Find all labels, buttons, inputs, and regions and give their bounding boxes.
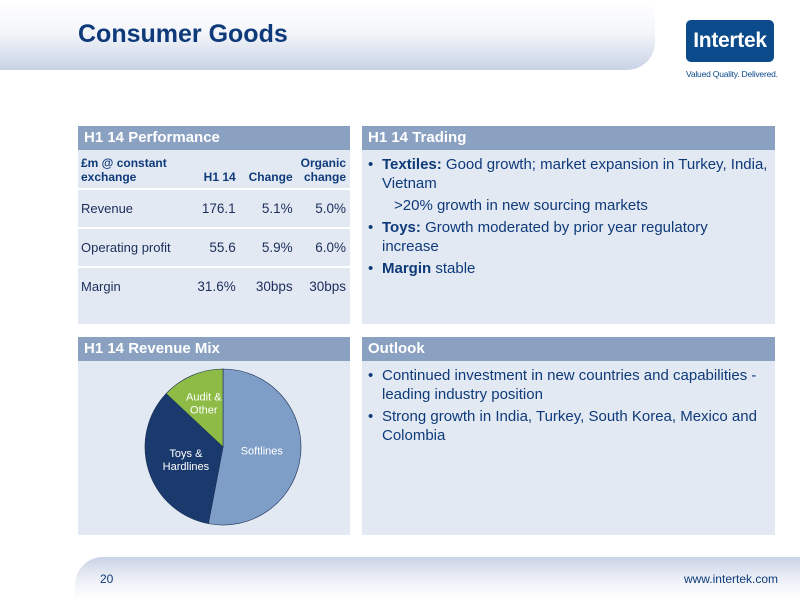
pie-label-toys-hardlines: Toys & Hardlines bbox=[163, 448, 210, 473]
outlook-panel: Outlook • Continued investment in new co… bbox=[362, 337, 775, 535]
column-header: Organic change bbox=[296, 150, 350, 190]
outlook-heading: Outlook bbox=[362, 337, 775, 361]
revenue-mix-panel: H1 14 Revenue Mix Softlines Toys & Hardlin… bbox=[78, 337, 350, 535]
performance-table: £m @ constant exchange H1 14 Change Orga… bbox=[78, 150, 350, 305]
footer-band bbox=[75, 557, 800, 600]
pie-slice-audit-other bbox=[165, 368, 224, 448]
intertek-logo: Intertek bbox=[686, 20, 774, 62]
bullet-text: Continued investment in new countries an… bbox=[382, 367, 757, 403]
bullet-text: Growth moderated by prior year regulator… bbox=[382, 219, 708, 255]
header-band bbox=[0, 0, 655, 70]
column-header: H1 14 bbox=[183, 150, 240, 190]
bullet-icon: • bbox=[368, 367, 374, 384]
column-header: Change bbox=[239, 150, 297, 190]
cell-h1: 176.1 bbox=[183, 189, 240, 229]
bullet-icon: • bbox=[368, 408, 374, 425]
revenue-mix-pie-chart: Softlines Toys & Hardlines Audit & Other bbox=[144, 368, 302, 526]
table-row: Operating profit 55.6 5.9% 6.0% bbox=[78, 228, 350, 268]
bullet-strong: Margin bbox=[382, 260, 432, 277]
performance-panel: H1 14 Performance £m @ constant exchange… bbox=[78, 126, 350, 324]
outlook-bullets: • Continued investment in new countries … bbox=[368, 366, 768, 448]
pie-slice-toys-hardlines bbox=[144, 393, 224, 524]
logo-tagline: Valued Quality. Delivered. bbox=[686, 69, 778, 79]
trading-heading: H1 14 Trading bbox=[362, 126, 775, 150]
revenue-mix-heading: H1 14 Revenue Mix bbox=[78, 337, 350, 361]
cell-change: 30bps bbox=[255, 279, 293, 294]
cell-organic: 30bps bbox=[309, 279, 346, 294]
bullet-text: Good growth; market expansion in Turkey,… bbox=[382, 156, 768, 192]
cell-change: 5.9% bbox=[239, 228, 297, 268]
bullet-icon: • bbox=[368, 156, 374, 173]
page-title: Consumer Goods bbox=[78, 20, 288, 48]
pie-label-audit-other: Audit & Other bbox=[186, 392, 222, 417]
bullet-icon: • bbox=[368, 260, 374, 277]
list-item: • Continued investment in new countries … bbox=[368, 366, 768, 404]
bullet-text: stable bbox=[431, 260, 476, 277]
cell-organic: 6.0% bbox=[296, 228, 350, 268]
pie-label-softlines: Softlines bbox=[241, 446, 284, 458]
row-label: Revenue bbox=[78, 189, 184, 229]
table-row: Margin 31.6% 30bps 30bps bbox=[78, 267, 350, 305]
cell-h1: 55.6 bbox=[183, 228, 240, 268]
website-link[interactable]: www.intertek.com bbox=[683, 572, 778, 586]
bullet-text: Strong growth in India, Turkey, South Ko… bbox=[382, 408, 757, 444]
bullet-strong: Toys: bbox=[382, 219, 421, 236]
trading-panel: H1 14 Trading • Textiles: Good growth; m… bbox=[362, 126, 775, 324]
list-item: • Margin stable bbox=[368, 259, 768, 278]
list-item: • Toys: Growth moderated by prior year r… bbox=[368, 218, 768, 256]
bullet-icon: • bbox=[368, 219, 374, 236]
row-label: Margin bbox=[81, 279, 121, 294]
list-subitem: >20% growth in new sourcing markets bbox=[394, 197, 648, 214]
list-item: • Textiles: Good growth; market expansio… bbox=[368, 155, 768, 193]
page-number: 20 bbox=[100, 572, 114, 586]
table-row: Revenue 176.1 5.1% 5.0% bbox=[78, 189, 350, 229]
cell-h1: 31.6% bbox=[197, 279, 236, 294]
list-item: • Strong growth in India, Turkey, South … bbox=[368, 407, 768, 445]
pie-slice-softlines bbox=[208, 368, 302, 526]
table-header-row: £m @ constant exchange H1 14 Change Orga… bbox=[78, 150, 350, 190]
cell-change: 5.1% bbox=[239, 189, 297, 229]
bullet-strong: Textiles: bbox=[382, 156, 442, 173]
trading-bullets: • Textiles: Good growth; market expansio… bbox=[368, 155, 768, 281]
cell-organic: 5.0% bbox=[296, 189, 350, 229]
performance-heading: H1 14 Performance bbox=[78, 126, 350, 150]
row-label: Operating profit bbox=[78, 228, 184, 268]
column-header: £m @ constant exchange bbox=[78, 150, 184, 190]
